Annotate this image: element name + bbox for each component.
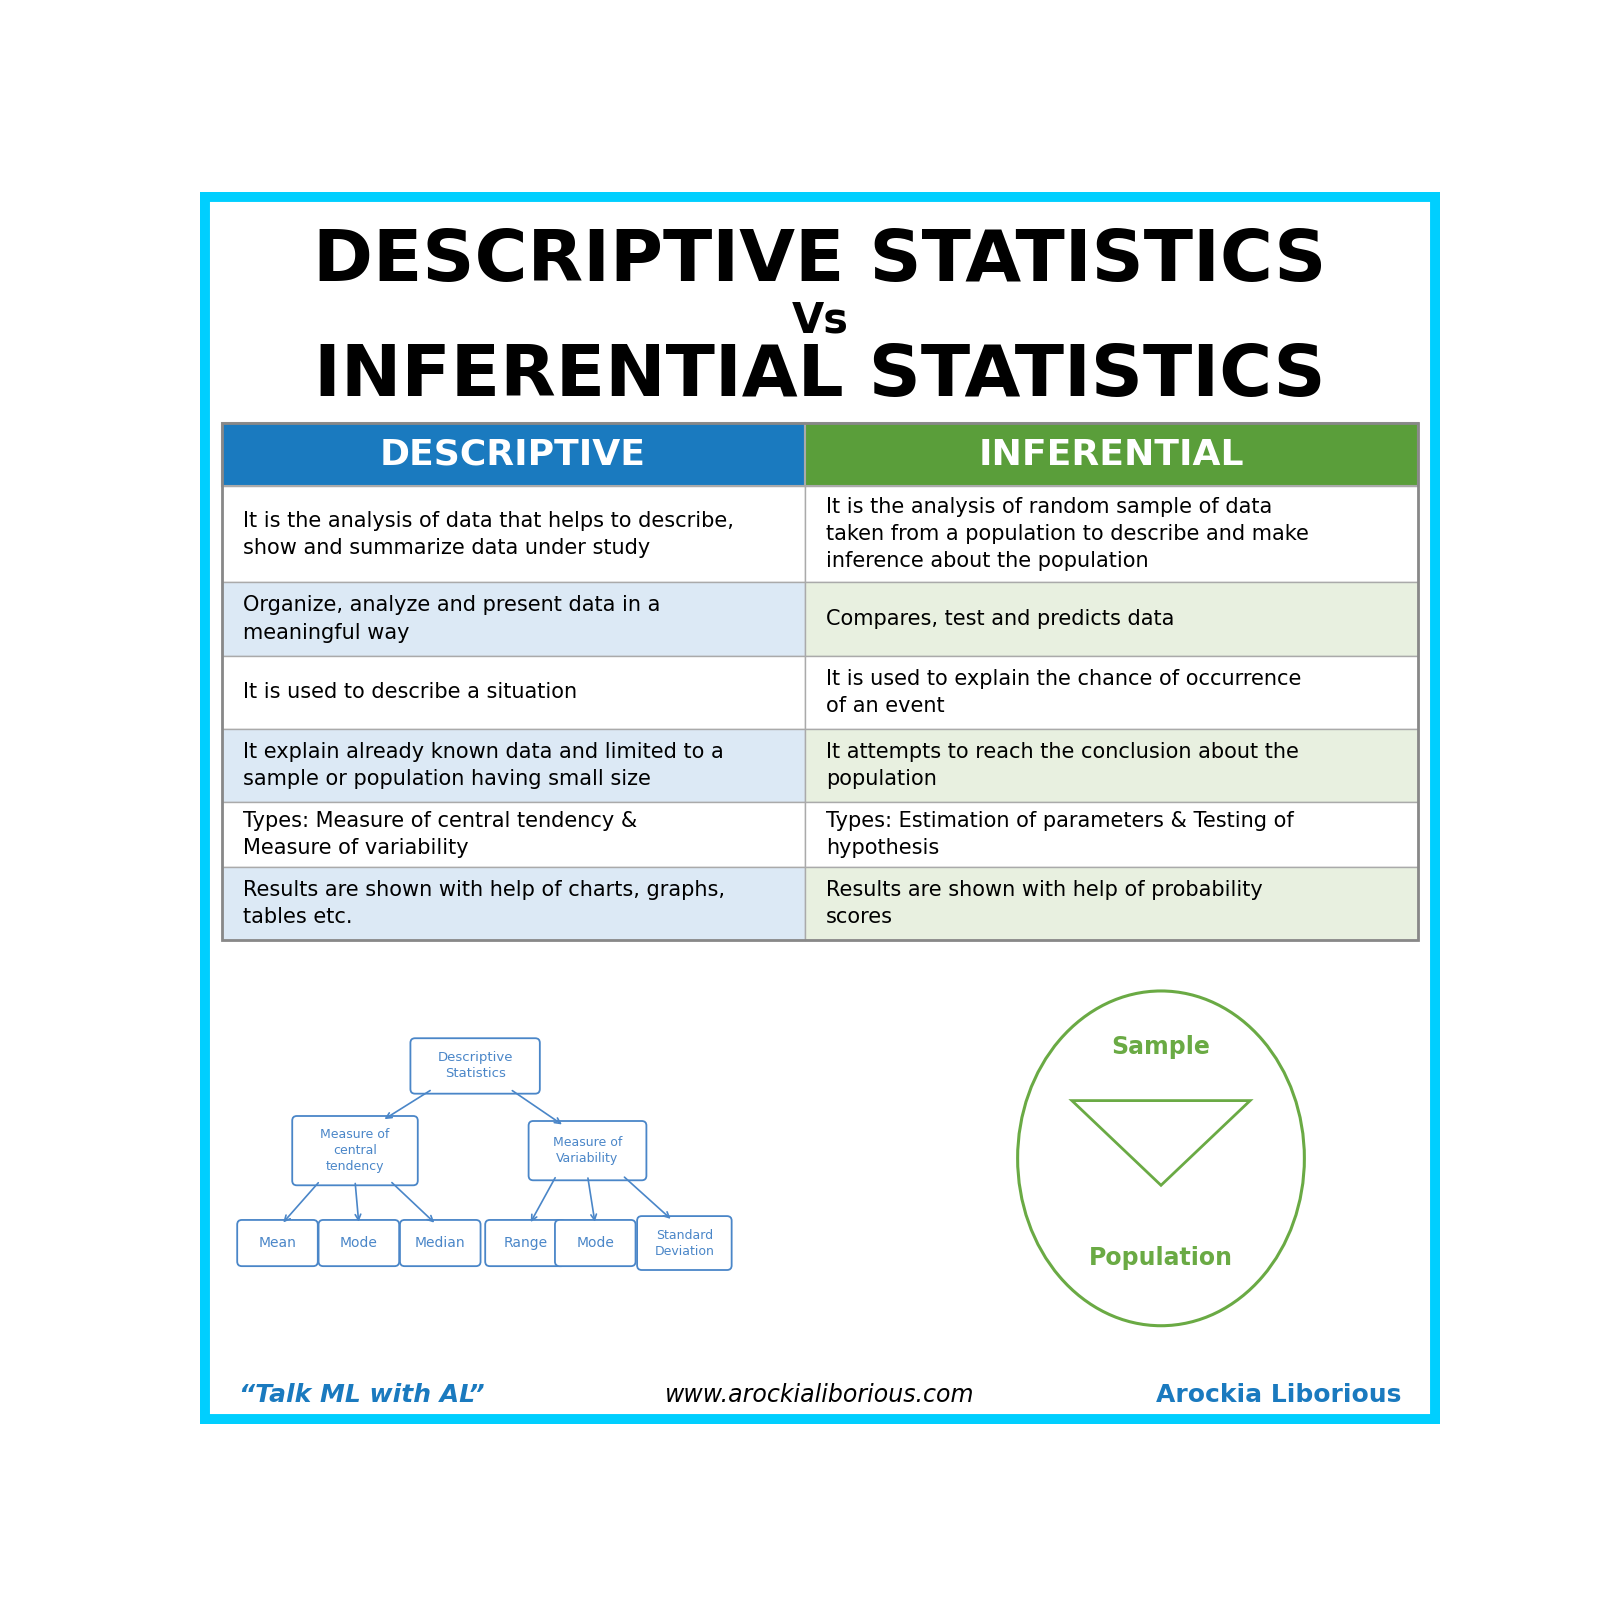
FancyBboxPatch shape <box>805 582 1418 656</box>
FancyBboxPatch shape <box>805 486 1418 582</box>
FancyBboxPatch shape <box>400 1219 480 1266</box>
Text: Types: Measure of central tendency &
Measure of variability: Types: Measure of central tendency & Mea… <box>243 811 638 858</box>
Text: Mean: Mean <box>259 1237 296 1250</box>
Text: It is used to explain the chance of occurrence
of an event: It is used to explain the chance of occu… <box>826 669 1301 715</box>
FancyBboxPatch shape <box>237 1219 318 1266</box>
Text: Mode: Mode <box>576 1237 614 1250</box>
Text: “Talk ML with AL”: “Talk ML with AL” <box>238 1382 485 1406</box>
Text: DESCRIPTIVE STATISTICS: DESCRIPTIVE STATISTICS <box>314 227 1326 296</box>
FancyBboxPatch shape <box>318 1219 398 1266</box>
Text: Mode: Mode <box>339 1237 378 1250</box>
Text: www.arockialiborious.com: www.arockialiborious.com <box>666 1382 974 1406</box>
Text: Median: Median <box>414 1237 466 1250</box>
Text: INFERENTIAL STATISTICS: INFERENTIAL STATISTICS <box>314 342 1326 411</box>
Text: Range: Range <box>504 1237 547 1250</box>
Text: It is the analysis of data that helps to describe,
show and summarize data under: It is the analysis of data that helps to… <box>243 510 734 558</box>
FancyBboxPatch shape <box>203 195 1437 1421</box>
FancyBboxPatch shape <box>222 656 805 728</box>
Text: Vs: Vs <box>792 299 848 342</box>
Text: Measure of
central
tendency: Measure of central tendency <box>320 1128 390 1173</box>
FancyBboxPatch shape <box>222 582 805 656</box>
FancyBboxPatch shape <box>222 422 805 486</box>
Text: It is the analysis of random sample of data
taken from a population to describe : It is the analysis of random sample of d… <box>826 498 1309 571</box>
FancyBboxPatch shape <box>528 1122 646 1181</box>
Text: It attempts to reach the conclusion about the
population: It attempts to reach the conclusion abou… <box>826 742 1299 789</box>
Text: Compares, test and predicts data: Compares, test and predicts data <box>826 610 1174 629</box>
Text: It is used to describe a situation: It is used to describe a situation <box>243 682 578 702</box>
FancyBboxPatch shape <box>222 802 805 867</box>
FancyBboxPatch shape <box>222 867 805 941</box>
FancyBboxPatch shape <box>805 422 1418 486</box>
Text: Types: Estimation of parameters & Testing of
hypothesis: Types: Estimation of parameters & Testin… <box>826 811 1294 858</box>
Text: INFERENTIAL: INFERENTIAL <box>979 437 1245 472</box>
FancyBboxPatch shape <box>485 1219 566 1266</box>
FancyBboxPatch shape <box>637 1216 731 1270</box>
Text: Results are shown with help of probability
scores: Results are shown with help of probabili… <box>826 880 1262 928</box>
FancyBboxPatch shape <box>805 802 1418 867</box>
Text: Standard
Deviation: Standard Deviation <box>654 1229 714 1258</box>
Text: Population: Population <box>1090 1246 1234 1270</box>
Text: Descriptive
Statistics: Descriptive Statistics <box>437 1051 514 1080</box>
FancyBboxPatch shape <box>411 1038 539 1094</box>
Text: DESCRIPTIVE: DESCRIPTIVE <box>381 437 646 472</box>
Text: It explain already known data and limited to a
sample or population having small: It explain already known data and limite… <box>243 742 725 789</box>
Text: Measure of
Variability: Measure of Variability <box>554 1136 622 1165</box>
Text: Sample: Sample <box>1112 1035 1211 1059</box>
Text: Organize, analyze and present data in a
meaningful way: Organize, analyze and present data in a … <box>243 595 661 643</box>
FancyBboxPatch shape <box>805 728 1418 802</box>
FancyBboxPatch shape <box>293 1117 418 1186</box>
FancyBboxPatch shape <box>555 1219 635 1266</box>
FancyBboxPatch shape <box>222 486 805 582</box>
FancyBboxPatch shape <box>805 867 1418 941</box>
FancyBboxPatch shape <box>222 728 805 802</box>
Text: Arockia Liborious: Arockia Liborious <box>1155 1382 1402 1406</box>
FancyBboxPatch shape <box>805 656 1418 728</box>
Text: Results are shown with help of charts, graphs,
tables etc.: Results are shown with help of charts, g… <box>243 880 725 928</box>
